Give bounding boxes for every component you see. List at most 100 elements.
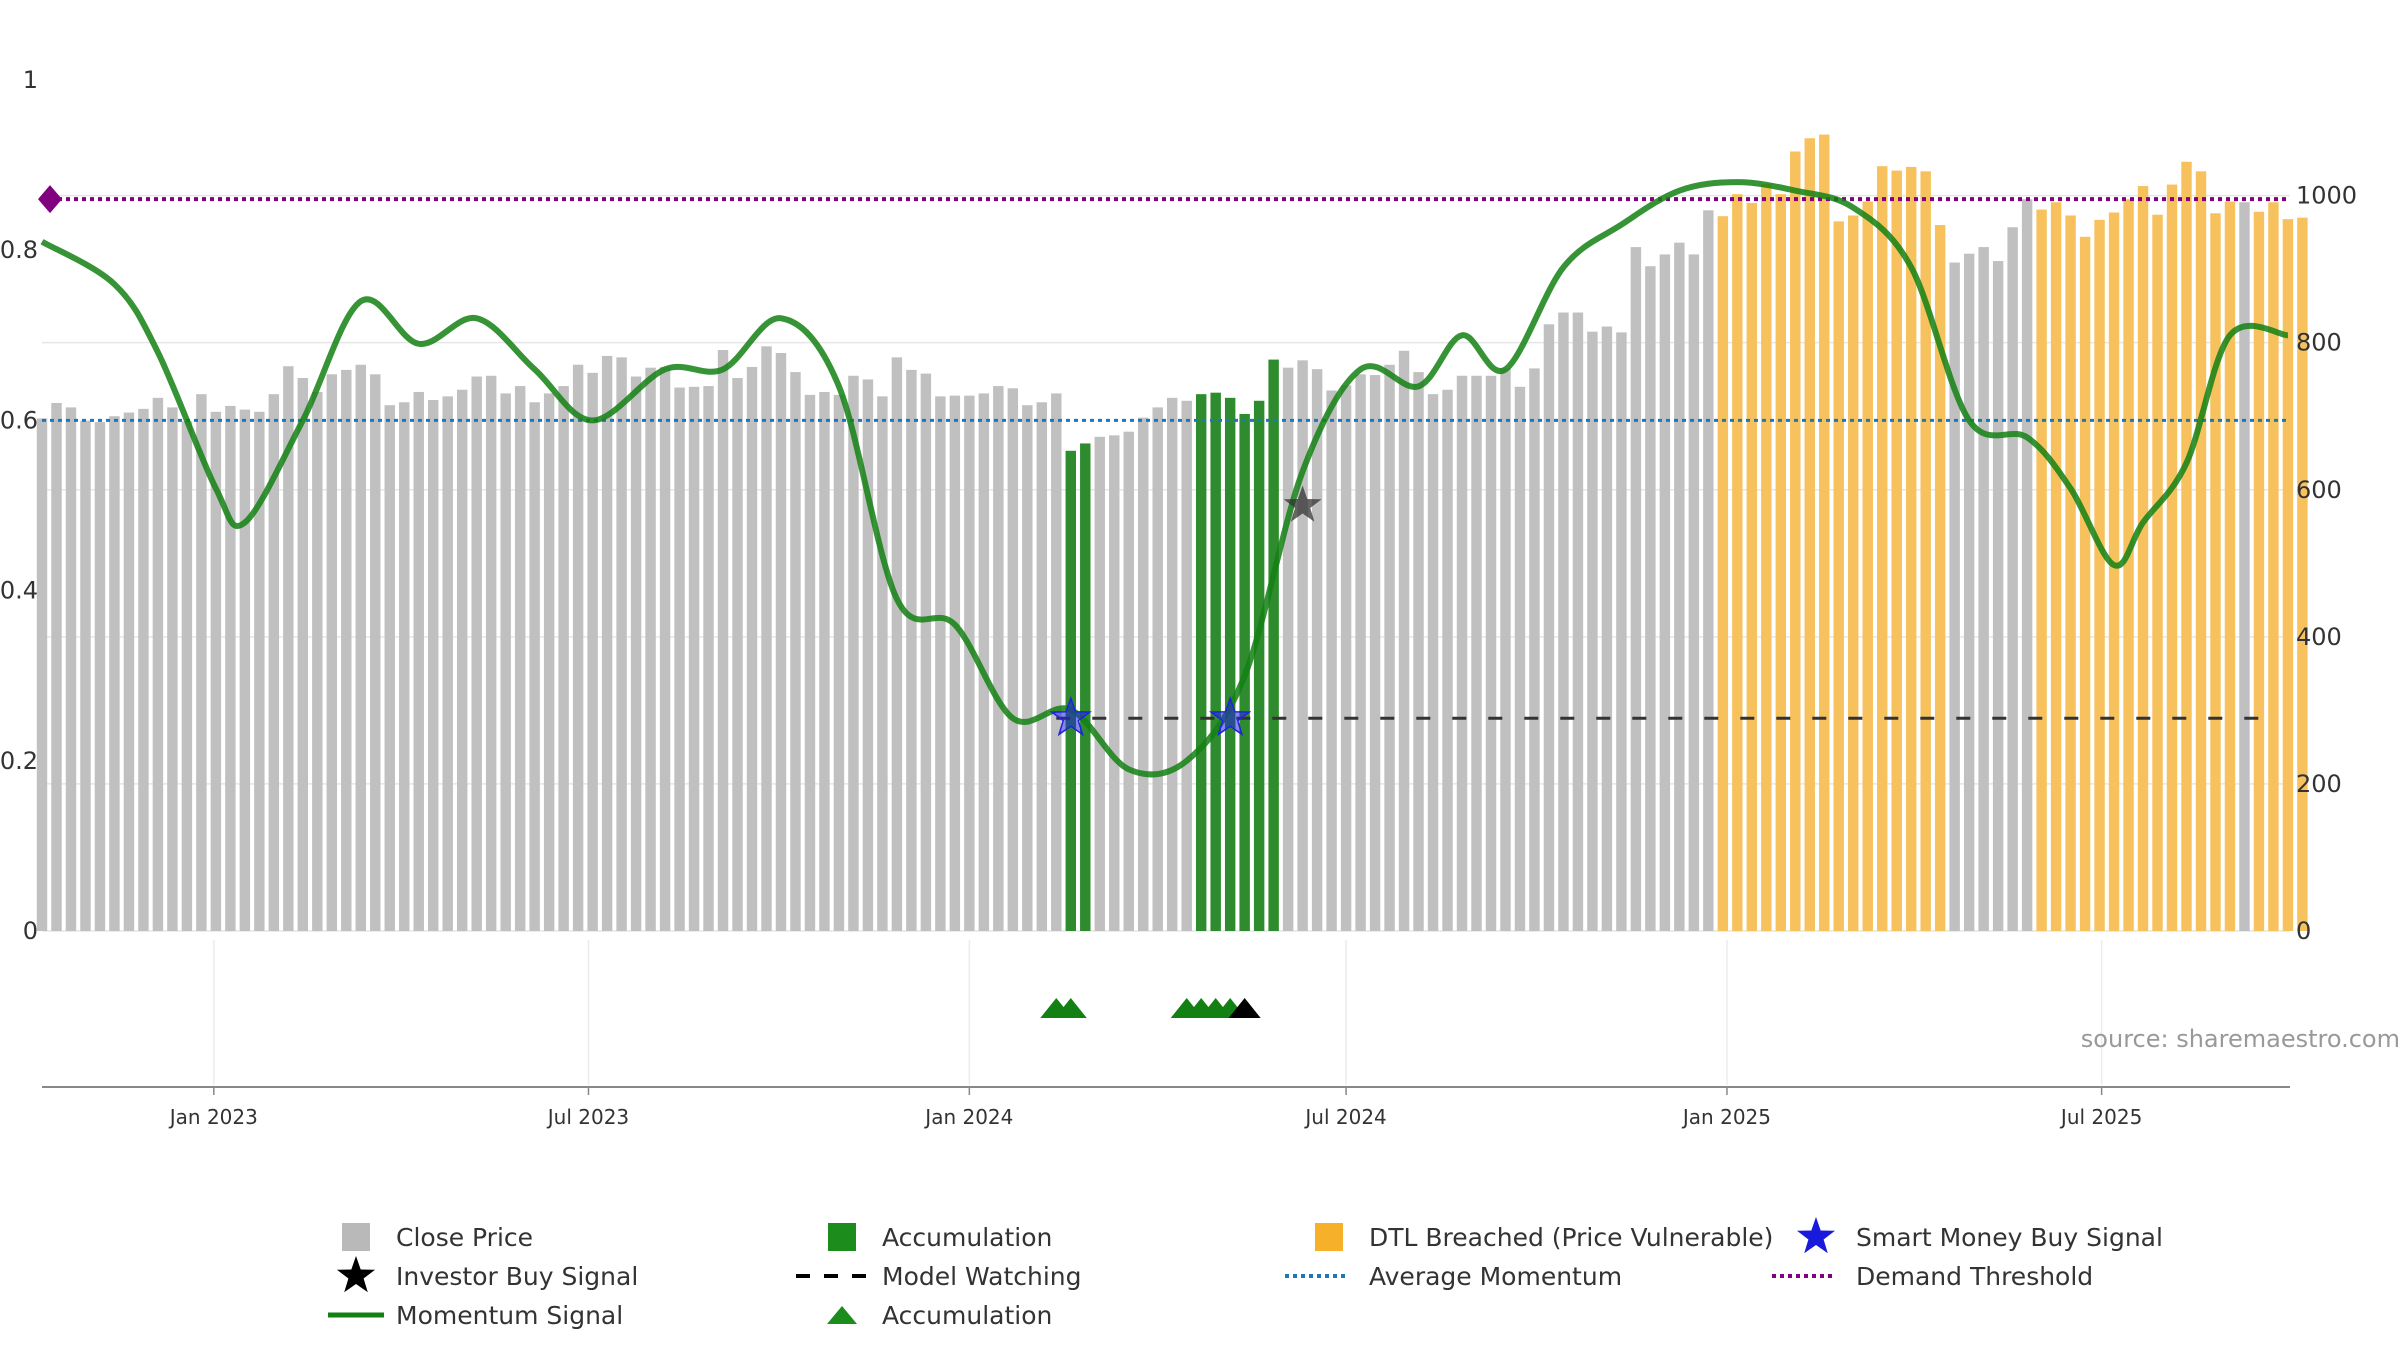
close-price-bar: [384, 405, 395, 931]
investor-buy-star: [1283, 485, 1322, 522]
accumulation-triangle: [1228, 998, 1261, 1018]
momentum-signal-line: [40, 179, 2289, 778]
close-price-bar: [1514, 386, 1526, 931]
legend-item: Accumulation: [827, 1301, 1052, 1330]
close-price-bar: [1703, 210, 1714, 931]
accumulation-bar: [1210, 392, 1221, 932]
dtl-breached-bar: [2094, 219, 2105, 931]
legend-label: Momentum Signal: [396, 1301, 623, 1330]
close-price-bar: [1992, 261, 2004, 931]
legend-label: Demand Threshold: [1856, 1262, 2093, 1291]
legend-triangle: [827, 1306, 857, 1324]
y-left-tick-label: 0: [23, 917, 38, 945]
close-price-bar: [688, 386, 700, 931]
legend-item: Model Watching: [796, 1262, 1082, 1291]
close-price-bar: [1094, 436, 1105, 931]
accumulation-bar: [1253, 400, 1265, 932]
dtl-breached-bar: [1833, 221, 1844, 932]
dtl-breached-bar: [2152, 214, 2163, 932]
close-price-bar: [819, 391, 830, 931]
close-price-bar: [181, 421, 193, 931]
close-price-bar: [1036, 402, 1048, 932]
close-price-bar: [1529, 368, 1540, 931]
close-price-bar: [616, 357, 627, 931]
dtl-breached-bar: [2195, 171, 2207, 932]
y-right-tick-label: 400: [2296, 623, 2342, 651]
close-price-bar: [1572, 312, 1584, 931]
accumulation-triangle: [1054, 998, 1087, 1018]
y-left-tick-label: 0.4: [0, 577, 38, 605]
close-price-bar: [167, 407, 178, 931]
close-price-bar: [65, 407, 77, 931]
y-right-tick-label: 1000: [2296, 182, 2357, 210]
dtl-breached-bar: [2282, 219, 2294, 931]
close-price-bar: [1413, 372, 1424, 931]
close-price-bar: [1340, 385, 1352, 932]
accumulation-bar: [1080, 443, 1091, 931]
close-price-bar: [51, 402, 62, 931]
close-price-bar: [36, 418, 48, 931]
y-left-tick-label: 0.6: [0, 406, 38, 434]
legend-label: Smart Money Buy Signal: [1856, 1223, 2163, 1252]
close-price-bar: [529, 402, 540, 932]
close-price-bar: [1630, 247, 1642, 931]
close-price-bar: [1543, 324, 1555, 931]
x-tick-label: Jul 2024: [1303, 1105, 1386, 1129]
close-price-bar: [1674, 242, 1685, 932]
close-price-bar: [645, 367, 656, 932]
close-price-bar: [1022, 405, 1033, 931]
close-price-bar: [297, 377, 309, 931]
close-price-bar: [558, 386, 569, 931]
close-price-bar: [196, 394, 207, 931]
close-price-bar: [1282, 367, 1294, 932]
close-price-bar: [572, 364, 584, 931]
legend-item: Investor Buy Signal: [337, 1256, 638, 1293]
close-price-bar: [94, 422, 106, 931]
close-price-bar: [1688, 254, 1700, 932]
close-price-bar: [1963, 253, 1975, 931]
legend-label: Investor Buy Signal: [396, 1262, 638, 1291]
close-price-bar: [659, 366, 671, 931]
close-price-bar: [1369, 375, 1381, 931]
close-price-bar: [1051, 393, 1062, 931]
dtl-breached-bar: [1746, 202, 1758, 931]
legend-label: Accumulation: [882, 1223, 1052, 1252]
legend-star-icon: [337, 1256, 375, 1293]
dtl-breached-bar: [2050, 202, 2062, 932]
close-price-bar: [1355, 374, 1366, 931]
dtl-breached-bar: [2224, 201, 2236, 931]
legend-item: Smart Money Buy Signal: [1797, 1217, 2163, 1254]
dtl-breached-bar: [2253, 211, 2265, 932]
close-price-bar: [1601, 326, 1613, 931]
close-price-bar: [1616, 332, 1627, 931]
dtl-breached-bar: [1804, 138, 1815, 931]
dtl-breached-bar: [1775, 194, 1787, 931]
close-price-bar: [1109, 435, 1120, 931]
dtl-breached-bar: [2137, 186, 2149, 931]
close-price-bar: [2021, 199, 2033, 932]
close-price-bar: [1166, 397, 1178, 931]
close-price-bar: [341, 369, 352, 932]
close-price-bar: [456, 389, 468, 931]
close-price-bar: [312, 391, 323, 931]
legend-swatch: [1315, 1223, 1343, 1251]
close-price-bar: [239, 409, 251, 931]
axes-layer: Jan 2023 Jul 2023 Jan 2024 Jul 2024 Jan 2025…: [0, 66, 2357, 1129]
close-price-bar: [1485, 375, 1497, 932]
dtl-breached-bar: [1790, 151, 1801, 931]
dtl-breached-bar: [2079, 236, 2091, 932]
legend-item: Momentum Signal: [328, 1301, 623, 1330]
accumulation-bar: [1065, 450, 1076, 931]
close-price-bar: [326, 374, 338, 931]
close-price-bar: [1645, 266, 1656, 931]
legend-item: Close Price: [342, 1223, 533, 1252]
close-price-bar: [1138, 417, 1149, 932]
dtl-breached-bar: [2210, 213, 2221, 931]
legend-label: DTL Breached (Price Vulnerable): [1369, 1223, 1773, 1252]
close-price-bar: [717, 350, 729, 931]
close-price-bar: [138, 408, 149, 931]
close-price-bar: [804, 394, 816, 932]
accumulation-bar: [1195, 394, 1207, 931]
